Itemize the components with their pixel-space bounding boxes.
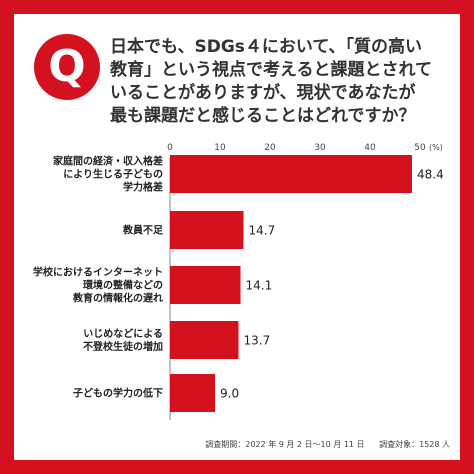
category-label-line: 教員不足 xyxy=(122,224,164,237)
category-label-line: 子どもの学力の低下 xyxy=(73,387,163,400)
bar xyxy=(170,374,215,412)
value-label: 9.0 xyxy=(220,387,239,401)
x-tick-label: 10 xyxy=(214,143,226,153)
category-label-line: いじめなどによる xyxy=(83,327,163,340)
bar xyxy=(170,155,412,193)
x-tick-label: 0 xyxy=(167,143,173,153)
survey-footer: 調査期間：2022 年 9 月 2 日～10 月 11 日 調査対象：1528 … xyxy=(205,439,450,450)
survey-period: 調査期間：2022 年 9 月 2 日～10 月 11 日 xyxy=(205,440,365,449)
category-label: 学校におけるインターネット環境の整備などの教育の情報化の遅れ xyxy=(33,266,163,305)
category-label: いじめなどによる不登校生徒の増加 xyxy=(83,327,163,353)
category-label-line: により生じる子どもの xyxy=(63,168,163,181)
category-label: 教員不足 xyxy=(122,224,164,237)
bar xyxy=(170,321,239,359)
category-label-line: 環境の整備などの xyxy=(83,279,163,292)
category-label-line: 学力格差 xyxy=(123,181,163,194)
bar xyxy=(170,266,241,304)
x-tick-label: 20 xyxy=(264,143,276,153)
question-line: 最も課題だと感じることはどれですか？ xyxy=(110,106,416,126)
value-label: 14.1 xyxy=(246,279,273,293)
question-badge-icon: Q xyxy=(34,34,100,100)
question-badge-letter: Q xyxy=(48,41,86,92)
question-line: いることがありますが、現状であなたが xyxy=(110,83,416,103)
category-label: 子どもの学力の低下 xyxy=(73,387,163,400)
x-tick-label: 50 xyxy=(414,143,426,153)
category-label: 家庭間の経済・収入格差により生じる子どもの学力格差 xyxy=(53,155,163,194)
value-label: 13.7 xyxy=(244,334,271,348)
category-label-line: 家庭間の経済・収入格差 xyxy=(53,155,163,168)
bar xyxy=(170,211,244,249)
x-tick-label: 30 xyxy=(314,143,326,153)
question-line: 教育」という視点で考えると課題とされて xyxy=(110,60,432,80)
x-unit-label: (%) xyxy=(429,143,443,152)
value-label: 14.7 xyxy=(249,224,276,238)
question-line: 日本でも、SDGs４において、「質の高い xyxy=(110,37,423,57)
category-label-line: 学校におけるインターネット xyxy=(33,266,163,279)
x-tick-label: 40 xyxy=(364,143,376,153)
category-label-line: 教育の情報化の遅れ xyxy=(72,292,163,305)
value-label: 48.4 xyxy=(417,168,444,182)
survey-target: 調査対象：1528 人 xyxy=(379,440,450,449)
question-text: 日本でも、SDGs４において、「質の高い 教育」という視点で考えると課題とされて… xyxy=(110,36,450,128)
category-label-line: 不登校生徒の増加 xyxy=(83,340,163,353)
